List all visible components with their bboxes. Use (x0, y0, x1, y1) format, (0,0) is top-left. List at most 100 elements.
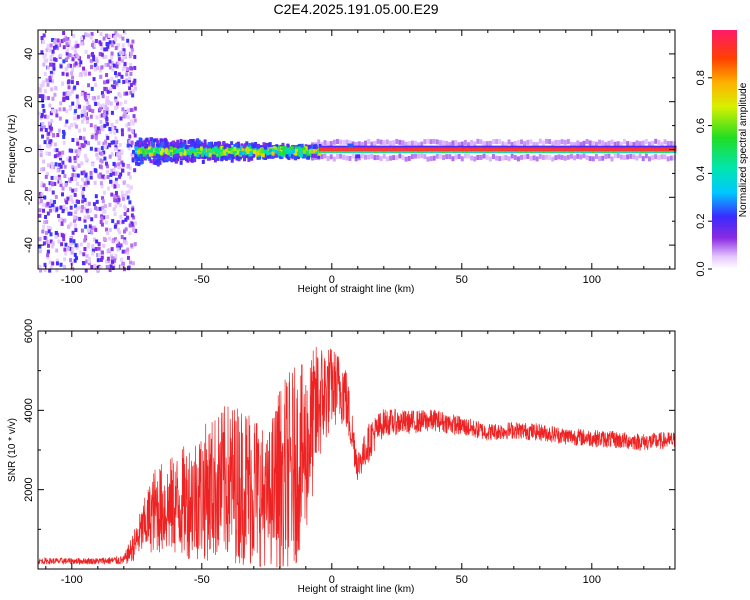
spectrogram-cell (203, 148, 207, 153)
spectrogram-cell (381, 147, 384, 150)
spectrogram-cell (502, 147, 505, 150)
spectrogram-cell (74, 44, 78, 49)
spectrogram-cell (396, 145, 399, 148)
spectrogram-cell (79, 184, 83, 189)
spectrogram-cell (59, 183, 63, 188)
spectrogram-cell (138, 154, 142, 159)
spectrogram-cell (171, 146, 175, 151)
spectrogram-cell (180, 155, 184, 160)
spectrogram-cell (644, 153, 648, 159)
spectrogram-cell (81, 199, 85, 204)
spectrogram-cell (565, 149, 568, 152)
spectrogram-cell (367, 154, 371, 160)
spectrogram-cell (579, 145, 582, 148)
spectrogram-cell (417, 145, 420, 148)
spectrogram-cell (126, 208, 130, 213)
spectrogram-cell (86, 94, 90, 99)
spectrogram-cell (76, 43, 80, 48)
spectrogram-cell (99, 220, 103, 225)
spectrogram-cell (658, 149, 661, 152)
spectrogram-cell (52, 207, 56, 212)
spectrogram-cell (71, 200, 75, 205)
spectrogram-cell (87, 215, 91, 220)
spectrogram-cell (132, 114, 136, 119)
spectrogram-cell (105, 73, 109, 78)
spectrogram-cell (82, 170, 86, 175)
spectrogram-cell (520, 149, 523, 152)
spectrogram-cell (638, 150, 641, 153)
spectrogram-cell (357, 147, 360, 150)
spectrogram-cell (159, 138, 163, 143)
spectrogram-cell (49, 226, 53, 231)
spectrogram-cell (251, 148, 255, 153)
spectrogram-cell (548, 149, 551, 152)
spectrogram-cell (490, 149, 493, 152)
spectrogram-cell (43, 58, 47, 63)
spectrogram-cell (602, 149, 605, 152)
spectrogram-cell (325, 145, 328, 148)
spectrogram-cell (112, 40, 116, 45)
spectrogram-cell (237, 150, 241, 155)
spectrogram-cell (43, 72, 47, 77)
spectrogram-cell (89, 58, 93, 63)
spectrogram-cell (109, 86, 113, 91)
spectrogram-cell (596, 149, 599, 152)
spectrogram-cell (398, 150, 401, 153)
spectrogram-cell (110, 43, 114, 48)
spectrogram-cell (577, 149, 580, 152)
spectrogram-cell (652, 150, 655, 153)
spectrogram-cell (491, 139, 495, 145)
spectrogram-cell (382, 145, 385, 148)
spectrogram-cell (167, 145, 171, 150)
spectrogram-cell (100, 52, 104, 57)
spectrogram-cell (384, 145, 387, 148)
spectrogram-cell (228, 143, 232, 148)
spectrogram-cell (551, 145, 554, 148)
spectrogram-cell (630, 147, 633, 150)
spectrogram-cell (93, 180, 97, 185)
spectrogram-cell (84, 156, 88, 161)
spectrogram-cell (174, 159, 178, 164)
spectrogram-cell (115, 119, 119, 124)
spectrogram-cell (74, 149, 78, 154)
spectrogram-cell (509, 150, 512, 153)
spectrogram-cell (77, 151, 81, 156)
spectrogram-cell (85, 259, 89, 264)
spectrogram-cell (120, 74, 124, 79)
spectrogram-cell (491, 147, 494, 150)
spectrogram-cell (120, 264, 124, 269)
spectrogram-cell (195, 147, 199, 152)
spectrogram-cell (618, 150, 621, 153)
spectrogram-cell (297, 151, 301, 156)
spectrogram-cell (530, 150, 533, 153)
spectrogram-cell (145, 155, 149, 160)
spectrogram-cell (591, 147, 594, 150)
spectrogram-cell (619, 145, 622, 148)
spectrogram-cell (582, 149, 585, 152)
spectrogram-cell (73, 85, 77, 90)
spectrogram-cell (362, 147, 365, 150)
spectrogram-cell (69, 211, 73, 216)
spectrogram-cell (75, 124, 79, 129)
spectrogram-cell (367, 149, 370, 152)
spectrogram-cell (106, 135, 110, 140)
spectrogram-cell (371, 150, 374, 153)
spectrogram-cell (412, 147, 415, 150)
spectrogram-cell (237, 156, 241, 161)
spectrogram-cell (93, 263, 97, 268)
spectrogram-cell (598, 150, 601, 153)
spectrogram-cell (113, 130, 117, 135)
spectrogram-cell (115, 239, 119, 244)
spectrogram-cell (156, 154, 160, 159)
spectrogram-cell (591, 150, 594, 153)
spectrogram-cell (401, 147, 404, 150)
spectrogram-cell (89, 170, 93, 175)
spectrogram-cell (384, 147, 387, 150)
spectrogram-cell (44, 215, 48, 220)
spectrogram-cell (134, 146, 138, 151)
spectrogram-cell (281, 142, 285, 147)
spectrogram-cell (46, 82, 50, 87)
spectrogram-cell (94, 214, 98, 219)
spectrogram-cell (594, 147, 597, 150)
spectrogram-cell (629, 141, 633, 147)
